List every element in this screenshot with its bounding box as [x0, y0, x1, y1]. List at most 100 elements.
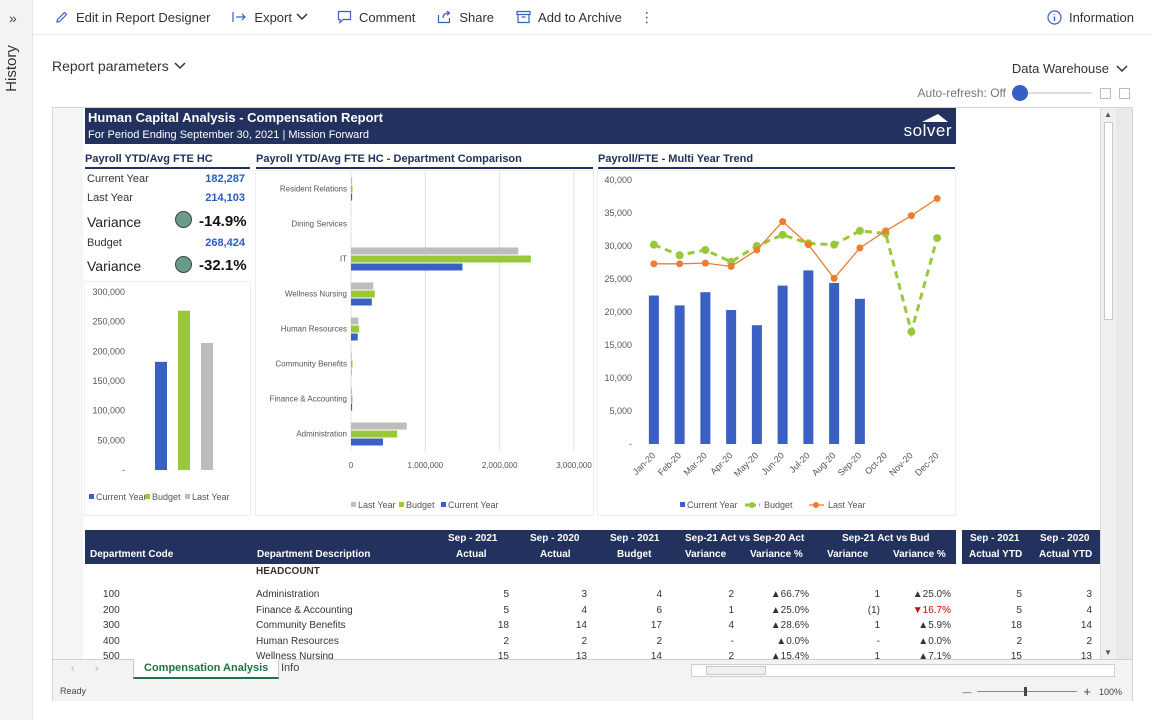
col-sep21-header: Sep - 2021	[448, 533, 498, 544]
legend-swatch	[441, 502, 446, 507]
cell-bud: 14	[650, 651, 662, 659]
col-variance-pct: Variance %	[893, 549, 946, 560]
report-parameters-label: Report parameters	[52, 58, 169, 74]
scroll-thumb[interactable]	[1104, 122, 1113, 320]
cell-vp2: ▲5.9%	[918, 620, 951, 631]
export-button[interactable]: Export	[232, 10, 315, 25]
cell-v1: 4	[728, 620, 734, 631]
cell-ytd20: 2	[1086, 635, 1092, 647]
y-tick-label: 5,000	[609, 406, 632, 416]
scroll-down-icon[interactable]: ▼	[1104, 648, 1112, 657]
x-tick-label: Feb-20	[656, 450, 683, 477]
x-tick-label: Dec-20	[913, 450, 941, 478]
zoom-slider[interactable]	[977, 687, 1078, 696]
bar-last-year	[351, 422, 407, 430]
payroll-summary-chart-panel	[85, 282, 250, 515]
cell-ytd20: 13	[1080, 651, 1092, 659]
cell-v2: 1	[874, 589, 880, 600]
cell-a20: 2	[581, 635, 587, 647]
x-tick-label: May-20	[732, 450, 760, 478]
share-label: Share	[459, 9, 495, 25]
expand-icon[interactable]	[1100, 87, 1111, 99]
cell-code: 500	[103, 651, 120, 659]
table-header: Department Code Department Description S…	[85, 530, 1116, 564]
bar-last-year	[201, 342, 213, 470]
report-subtitle: For Period Ending September 30, 2021 | M…	[88, 129, 370, 141]
bar-current-year	[351, 263, 463, 271]
tab-prev-icon[interactable]: ‹	[71, 663, 75, 674]
tab-next-icon[interactable]: ›	[95, 663, 99, 674]
point-last-year	[650, 260, 658, 268]
more-options-icon[interactable]: ⋮	[639, 8, 654, 25]
bar-current-year	[351, 438, 383, 446]
column-split	[956, 530, 962, 659]
spreadsheet[interactable]: Human Capital Analysis - Compensation Re…	[53, 108, 1116, 659]
dept-comparison-chart: 0 1,000,000 2,000,000 3,000,000 Resident Rel…	[270, 171, 592, 510]
cell-a21: 15	[497, 651, 509, 659]
edit-in-report-designer-button[interactable]: Edit in Report Designer	[55, 10, 210, 25]
data-source-dropdown[interactable]: Data Warehouse	[1012, 61, 1128, 76]
history-label[interactable]: History	[2, 45, 20, 92]
y-tick-label: 150,000	[92, 376, 125, 386]
bar-current-year	[155, 361, 167, 470]
bar-current-year	[700, 292, 711, 444]
cell-a21: 2	[503, 635, 509, 647]
y-tick-label: 35,000	[604, 208, 632, 218]
information-button[interactable]: Information	[1047, 10, 1134, 25]
scroll-up-icon[interactable]: ▲	[1104, 110, 1112, 119]
y-tick-label: 200,000	[92, 346, 125, 356]
zoom-in-button[interactable]: +	[1083, 684, 1091, 699]
legend-label: Current Year	[687, 500, 738, 510]
expand-history-icon[interactable]: »	[9, 10, 17, 26]
bar-budget	[351, 360, 353, 368]
solver-logo: solver	[894, 113, 952, 141]
zoom-out-button[interactable]: —	[962, 686, 972, 697]
cell-vp2: ▼16.7%	[912, 604, 951, 616]
bar-current-year	[351, 298, 372, 306]
history-rail[interactable]: » History	[0, 0, 33, 720]
cell-vp2: ▲7.1%	[918, 651, 951, 659]
chevron-down-icon	[296, 13, 308, 21]
export-icon	[232, 12, 247, 22]
variance-status-indicator	[175, 256, 192, 273]
share-button[interactable]: Share	[437, 10, 494, 25]
cell-vp2: ▲25.0%	[912, 589, 951, 600]
bar-current-year	[648, 295, 659, 444]
bar-current-year	[803, 270, 814, 444]
cell-ytd21: 18	[1010, 620, 1022, 631]
report-parameters-toggle[interactable]: Report parameters	[52, 58, 186, 74]
comment-button[interactable]: Comment	[337, 10, 415, 25]
auto-refresh-label: Auto-refresh: Off	[917, 86, 1006, 100]
sheet-tab-bar: ‹ › Compensation Analysis Info	[53, 659, 1132, 681]
horizontal-scrollbar[interactable]	[691, 664, 1115, 677]
cell-ytd21: 15	[1010, 651, 1022, 659]
data-source-label: Data Warehouse	[1011, 61, 1109, 76]
tab-info[interactable]: Info	[281, 662, 300, 674]
y-tick-label: 30,000	[604, 241, 632, 251]
toggle-knob[interactable]	[1012, 85, 1028, 101]
point-last-year	[830, 274, 838, 282]
bar-last-year	[351, 247, 519, 255]
auto-refresh-toggle[interactable]	[1012, 85, 1092, 101]
category-label: Administration	[296, 430, 347, 439]
vertical-scrollbar[interactable]: ▲ ▼	[1100, 108, 1116, 659]
point-budget	[933, 234, 942, 243]
col-variance-pct: Variance %	[750, 549, 803, 560]
legend-swatch	[680, 502, 685, 507]
cell-ytd20: 3	[1086, 589, 1092, 600]
tab-compensation-analysis[interactable]: Compensation Analysis	[133, 659, 280, 679]
x-tick-label: 1,000,000	[408, 461, 444, 470]
point-last-year	[779, 218, 787, 226]
grid-icon[interactable]	[1119, 87, 1130, 99]
zoom-slider-thumb[interactable]	[1024, 687, 1028, 696]
legend-label: Last Year	[192, 492, 230, 502]
add-to-archive-button[interactable]: Add to Archive	[516, 10, 622, 25]
trend-chart-title: Payroll/FTE - Multi Year Trend	[598, 153, 955, 169]
y-tick-label: 100,000	[92, 406, 125, 416]
bar-last-year	[351, 317, 359, 325]
hscroll-thumb[interactable]	[706, 666, 766, 675]
col-actual: Actual	[456, 549, 487, 560]
cell-a20: 13	[575, 651, 587, 659]
cell-vp1: ▲15.4%	[770, 651, 809, 659]
x-tick-label: Oct-20	[863, 450, 889, 476]
